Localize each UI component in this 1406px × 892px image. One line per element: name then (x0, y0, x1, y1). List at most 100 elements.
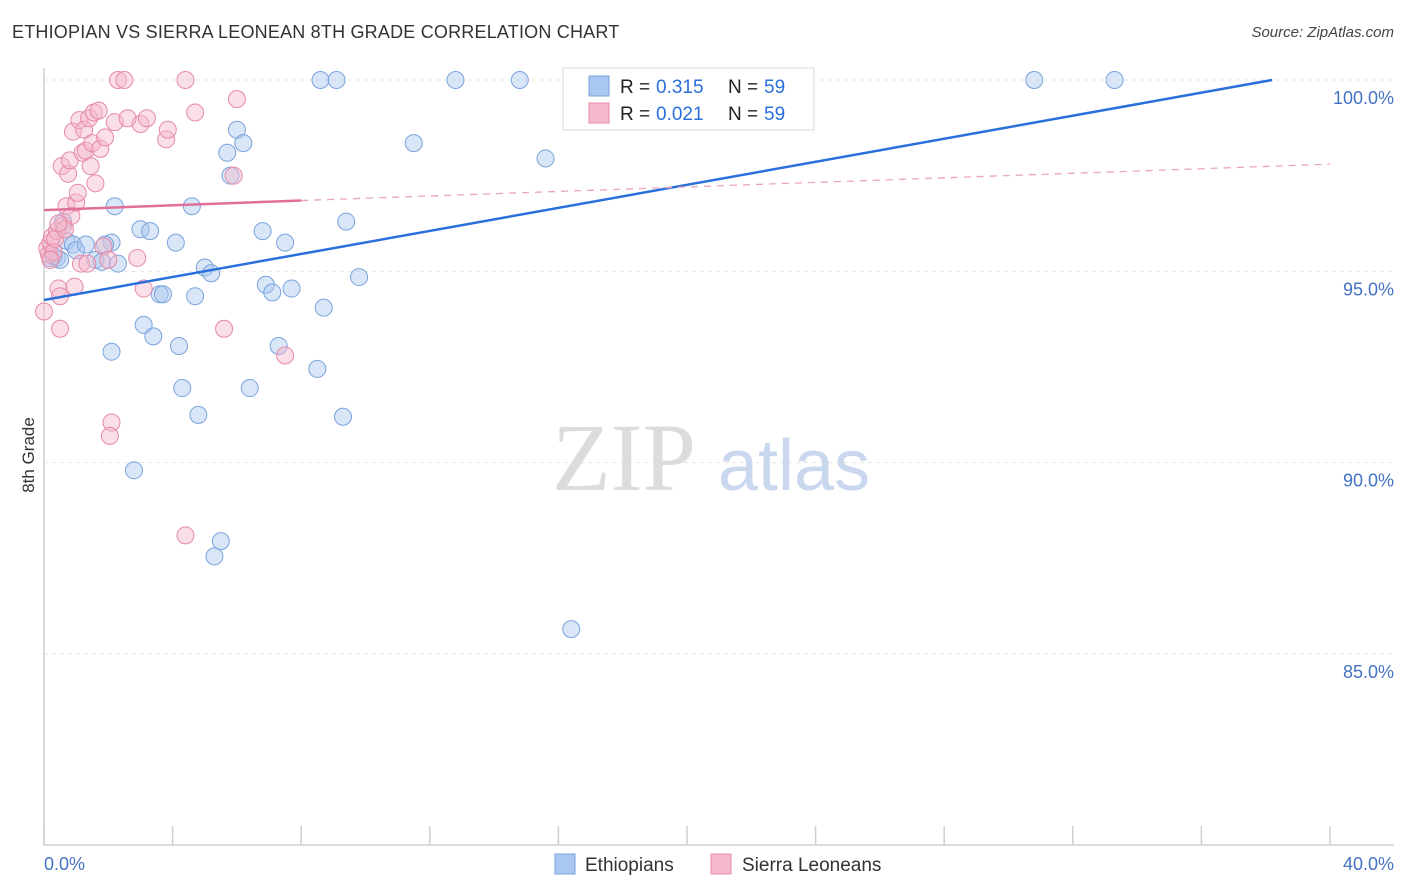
data-point (91, 139, 110, 158)
data-point (81, 157, 100, 176)
data-point (134, 279, 153, 298)
data-point (562, 620, 581, 639)
data-point (176, 526, 195, 545)
data-point (227, 90, 246, 109)
data-point (75, 120, 94, 139)
legend-n-label: N = (728, 104, 758, 125)
data-point (144, 327, 163, 346)
data-point (173, 379, 192, 398)
legend-r-label: R = (620, 77, 650, 98)
data-point (314, 298, 333, 317)
data-point (80, 109, 99, 128)
data-point (96, 128, 115, 147)
data-point (256, 275, 275, 294)
bottom-legend: Ethiopians Sierra Leoneans (554, 853, 881, 876)
y-axis-label: 8th Grade (19, 417, 38, 493)
data-point (404, 134, 423, 153)
legend-n-value: 59 (764, 77, 785, 98)
data-point (137, 109, 156, 128)
legend-r-label: R = (620, 104, 650, 125)
data-point (73, 143, 92, 162)
legend-swatch-ethiopians (588, 75, 610, 97)
x-tick-label: 0.0% (44, 854, 85, 874)
legend-n-value: 59 (764, 104, 785, 125)
data-point (94, 237, 113, 256)
data-point (333, 407, 352, 426)
data-point (215, 319, 234, 338)
trend-line-extension (301, 163, 1331, 202)
trend-line (43, 78, 1273, 302)
data-point (41, 250, 60, 269)
bottom-legend-label-ethiopians: Ethiopians (585, 855, 674, 876)
watermark-atlas: atlas (718, 426, 870, 506)
x-tick-labels: 0.0% 40.0% (44, 854, 1394, 874)
data-point (510, 71, 529, 89)
legend-r-value: 0.021 (656, 104, 704, 125)
data-point (51, 319, 70, 338)
data-point (67, 241, 86, 260)
data-point (253, 222, 272, 241)
y-tick-labels: 85.0% 90.0% 95.0% 100.0% (1333, 88, 1394, 682)
data-point (128, 248, 147, 267)
data-point (157, 130, 176, 149)
trend-line (43, 199, 302, 212)
data-point (327, 71, 346, 89)
data-point (134, 315, 153, 334)
data-point (89, 101, 108, 120)
grid-lines (44, 79, 1394, 655)
data-point (68, 183, 87, 202)
chart-source: Source: ZipAtlas.com (1251, 24, 1394, 41)
data-point (202, 264, 221, 283)
y-tick-label: 100.0% (1333, 88, 1394, 108)
data-point (276, 346, 295, 365)
data-point (337, 212, 356, 231)
data-point (78, 254, 97, 273)
data-point (59, 164, 78, 183)
data-point (51, 250, 70, 269)
legend-swatch-sierra-leoneans (588, 102, 610, 124)
data-point (536, 149, 555, 168)
data-point (276, 233, 295, 252)
data-point (35, 302, 53, 321)
data-point (176, 71, 195, 89)
data-point (76, 235, 95, 254)
data-point (446, 71, 465, 89)
data-point (46, 229, 65, 248)
legend-r-value: 0.315 (656, 77, 704, 98)
bottom-legend-label-sierra-leoneans: Sierra Leoneans (742, 855, 881, 876)
data-point (115, 71, 134, 89)
data-point (108, 71, 127, 89)
data-point (108, 254, 127, 273)
legend-box: R = 0.315 N = 59 R = 0.021 N = 59 (562, 67, 815, 131)
data-point (1105, 71, 1124, 89)
data-point (263, 283, 282, 302)
data-point (49, 214, 68, 233)
legend-n-label: N = (728, 77, 758, 98)
data-point (125, 461, 144, 480)
data-point (71, 254, 90, 273)
x-tick-label: 40.0% (1343, 854, 1394, 874)
data-point (182, 197, 201, 216)
data-point (189, 405, 208, 424)
watermark-zip: ZIP (552, 404, 696, 511)
data-point (102, 342, 121, 361)
data-point (170, 336, 189, 355)
bottom-legend-swatch-sierra-leoneans (710, 853, 732, 875)
data-point (311, 71, 330, 89)
data-point (141, 222, 160, 241)
data-point (211, 532, 230, 551)
data-point (63, 122, 82, 141)
data-point (166, 233, 185, 252)
axes (43, 68, 1394, 846)
y-tick-label: 90.0% (1343, 471, 1394, 491)
data-point (1025, 71, 1044, 89)
data-point (158, 120, 177, 139)
data-point (186, 287, 205, 306)
data-point (153, 285, 172, 304)
data-point (282, 279, 301, 298)
data-point (205, 547, 224, 566)
data-point (308, 359, 327, 378)
data-point (63, 235, 82, 254)
data-point (92, 252, 111, 271)
